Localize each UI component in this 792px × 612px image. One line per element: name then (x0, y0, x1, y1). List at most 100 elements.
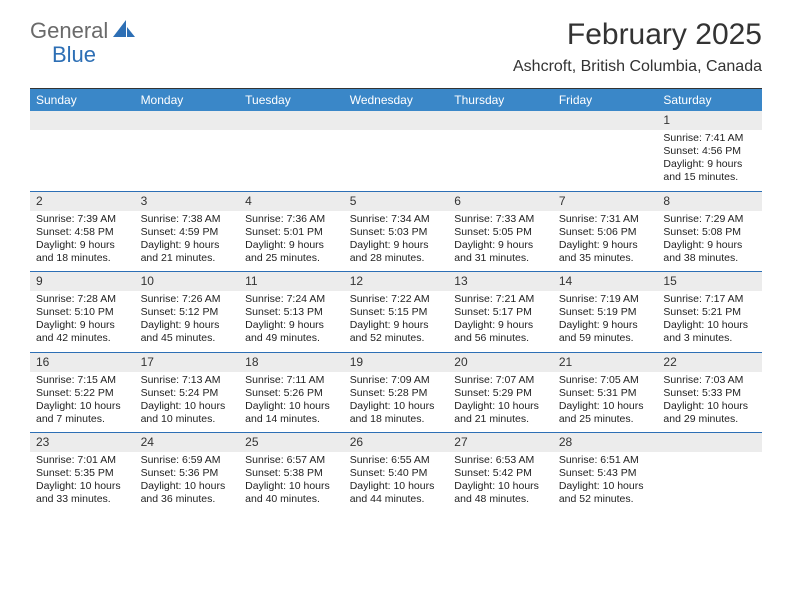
title-block: February 2025 Ashcroft, British Columbia… (513, 18, 762, 76)
day-body (657, 452, 762, 460)
day-body: Sunrise: 7:05 AMSunset: 5:31 PMDaylight:… (553, 372, 658, 433)
day-number: 25 (239, 433, 344, 452)
daylight-text: Daylight: 10 hours and 33 minutes. (36, 480, 129, 506)
day-body: Sunrise: 7:36 AMSunset: 5:01 PMDaylight:… (239, 211, 344, 272)
calendar-cell (553, 111, 658, 191)
dayhead-sun: Sunday (30, 89, 135, 111)
daylight-text: Daylight: 10 hours and 14 minutes. (245, 400, 338, 426)
sunset-text: Sunset: 5:43 PM (559, 467, 652, 480)
calendar-cell: 16Sunrise: 7:15 AMSunset: 5:22 PMDayligh… (30, 353, 135, 433)
day-number: 14 (553, 272, 658, 291)
daylight-text: Daylight: 9 hours and 28 minutes. (350, 239, 443, 265)
sunset-text: Sunset: 5:40 PM (350, 467, 443, 480)
sunrise-text: Sunrise: 6:59 AM (141, 454, 234, 467)
calendar-cell: 12Sunrise: 7:22 AMSunset: 5:15 PMDayligh… (344, 272, 449, 352)
day-body: Sunrise: 7:19 AMSunset: 5:19 PMDaylight:… (553, 291, 658, 352)
sunset-text: Sunset: 5:22 PM (36, 387, 129, 400)
calendar-cell: 20Sunrise: 7:07 AMSunset: 5:29 PMDayligh… (448, 353, 553, 433)
calendar-cell: 18Sunrise: 7:11 AMSunset: 5:26 PMDayligh… (239, 353, 344, 433)
sunrise-text: Sunrise: 7:09 AM (350, 374, 443, 387)
day-body: Sunrise: 7:41 AMSunset: 4:56 PMDaylight:… (657, 130, 762, 191)
sunrise-text: Sunrise: 6:51 AM (559, 454, 652, 467)
calendar-cell: 3Sunrise: 7:38 AMSunset: 4:59 PMDaylight… (135, 192, 240, 272)
sunrise-text: Sunrise: 6:53 AM (454, 454, 547, 467)
daylight-text: Daylight: 10 hours and 18 minutes. (350, 400, 443, 426)
day-body: Sunrise: 7:29 AMSunset: 5:08 PMDaylight:… (657, 211, 762, 272)
sunrise-text: Sunrise: 7:36 AM (245, 213, 338, 226)
day-number: 2 (30, 192, 135, 211)
calendar-cell (344, 111, 449, 191)
day-number: 17 (135, 353, 240, 372)
calendar-cell: 25Sunrise: 6:57 AMSunset: 5:38 PMDayligh… (239, 433, 344, 513)
daylight-text: Daylight: 9 hours and 49 minutes. (245, 319, 338, 345)
sunset-text: Sunset: 5:42 PM (454, 467, 547, 480)
calendar-cell: 22Sunrise: 7:03 AMSunset: 5:33 PMDayligh… (657, 353, 762, 433)
sunrise-text: Sunrise: 7:22 AM (350, 293, 443, 306)
daylight-text: Daylight: 9 hours and 31 minutes. (454, 239, 547, 265)
sunset-text: Sunset: 5:01 PM (245, 226, 338, 239)
sunset-text: Sunset: 5:06 PM (559, 226, 652, 239)
sunrise-text: Sunrise: 7:34 AM (350, 213, 443, 226)
day-body: Sunrise: 7:38 AMSunset: 4:59 PMDaylight:… (135, 211, 240, 272)
sunrise-text: Sunrise: 7:29 AM (663, 213, 756, 226)
sunset-text: Sunset: 5:24 PM (141, 387, 234, 400)
sunrise-text: Sunrise: 7:39 AM (36, 213, 129, 226)
calendar-cell: 1Sunrise: 7:41 AMSunset: 4:56 PMDaylight… (657, 111, 762, 191)
sunrise-text: Sunrise: 7:33 AM (454, 213, 547, 226)
sunset-text: Sunset: 5:26 PM (245, 387, 338, 400)
daylight-text: Daylight: 9 hours and 56 minutes. (454, 319, 547, 345)
daylight-text: Daylight: 10 hours and 44 minutes. (350, 480, 443, 506)
daylight-text: Daylight: 10 hours and 52 minutes. (559, 480, 652, 506)
day-number: 18 (239, 353, 344, 372)
day-number (448, 111, 553, 130)
sunset-text: Sunset: 5:28 PM (350, 387, 443, 400)
sunrise-text: Sunrise: 7:03 AM (663, 374, 756, 387)
calendar-week: 16Sunrise: 7:15 AMSunset: 5:22 PMDayligh… (30, 353, 762, 434)
day-body: Sunrise: 7:33 AMSunset: 5:05 PMDaylight:… (448, 211, 553, 272)
day-number: 5 (344, 192, 449, 211)
calendar-cell: 26Sunrise: 6:55 AMSunset: 5:40 PMDayligh… (344, 433, 449, 513)
daylight-text: Daylight: 9 hours and 45 minutes. (141, 319, 234, 345)
daylight-text: Daylight: 9 hours and 52 minutes. (350, 319, 443, 345)
calendar-day-header: Sunday Monday Tuesday Wednesday Thursday… (30, 89, 762, 111)
day-number (30, 111, 135, 130)
day-body: Sunrise: 7:34 AMSunset: 5:03 PMDaylight:… (344, 211, 449, 272)
day-body: Sunrise: 7:24 AMSunset: 5:13 PMDaylight:… (239, 291, 344, 352)
calendar-cell: 2Sunrise: 7:39 AMSunset: 4:58 PMDaylight… (30, 192, 135, 272)
dayhead-thu: Thursday (448, 89, 553, 111)
day-number: 9 (30, 272, 135, 291)
daylight-text: Daylight: 10 hours and 36 minutes. (141, 480, 234, 506)
header: General Blue February 2025 Ashcroft, Bri… (0, 0, 792, 78)
sunrise-text: Sunrise: 7:31 AM (559, 213, 652, 226)
day-body: Sunrise: 7:22 AMSunset: 5:15 PMDaylight:… (344, 291, 449, 352)
daylight-text: Daylight: 9 hours and 15 minutes. (663, 158, 756, 184)
calendar-cell: 27Sunrise: 6:53 AMSunset: 5:42 PMDayligh… (448, 433, 553, 513)
calendar-cell: 17Sunrise: 7:13 AMSunset: 5:24 PMDayligh… (135, 353, 240, 433)
day-number: 27 (448, 433, 553, 452)
day-number: 8 (657, 192, 762, 211)
brand-part-2: Blue (52, 42, 96, 68)
day-body (448, 130, 553, 138)
daylight-text: Daylight: 10 hours and 29 minutes. (663, 400, 756, 426)
sunset-text: Sunset: 5:15 PM (350, 306, 443, 319)
day-number (344, 111, 449, 130)
daylight-text: Daylight: 9 hours and 42 minutes. (36, 319, 129, 345)
sunset-text: Sunset: 5:10 PM (36, 306, 129, 319)
sunset-text: Sunset: 5:21 PM (663, 306, 756, 319)
day-body: Sunrise: 7:39 AMSunset: 4:58 PMDaylight:… (30, 211, 135, 272)
sunset-text: Sunset: 5:05 PM (454, 226, 547, 239)
day-number: 10 (135, 272, 240, 291)
brand-part-1: General (30, 18, 108, 44)
day-number (239, 111, 344, 130)
dayhead-mon: Monday (135, 89, 240, 111)
daylight-text: Daylight: 9 hours and 59 minutes. (559, 319, 652, 345)
sunrise-text: Sunrise: 6:55 AM (350, 454, 443, 467)
day-number: 23 (30, 433, 135, 452)
day-body: Sunrise: 7:31 AMSunset: 5:06 PMDaylight:… (553, 211, 658, 272)
day-body (344, 130, 449, 138)
day-body: Sunrise: 7:03 AMSunset: 5:33 PMDaylight:… (657, 372, 762, 433)
daylight-text: Daylight: 9 hours and 38 minutes. (663, 239, 756, 265)
calendar-week: 1Sunrise: 7:41 AMSunset: 4:56 PMDaylight… (30, 111, 762, 192)
calendar: Sunday Monday Tuesday Wednesday Thursday… (30, 88, 762, 513)
calendar-cell: 9Sunrise: 7:28 AMSunset: 5:10 PMDaylight… (30, 272, 135, 352)
